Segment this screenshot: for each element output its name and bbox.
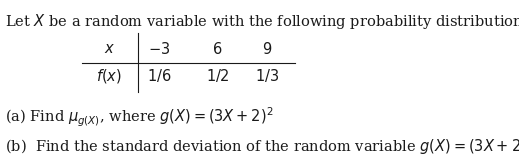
- Text: Let $X$ be a random variable with the following probability distribution:: Let $X$ be a random variable with the fo…: [5, 12, 519, 31]
- Text: $x$: $x$: [104, 42, 115, 56]
- Text: $1/6$: $1/6$: [147, 67, 172, 84]
- Text: $1/2$: $1/2$: [206, 67, 229, 84]
- Text: (a) Find $\mu_{g(X)}$, where $g(X) = (3X + 2)^2$: (a) Find $\mu_{g(X)}$, where $g(X) = (3X…: [5, 106, 274, 129]
- Text: $f(x)$: $f(x)$: [97, 67, 122, 85]
- Text: $1/3$: $1/3$: [255, 67, 280, 84]
- Text: (b)  Find the standard deviation of the random variable $g(X) = (3X + 2)^2$: (b) Find the standard deviation of the r…: [5, 135, 519, 157]
- Text: $-3$: $-3$: [148, 41, 171, 57]
- Text: $6$: $6$: [212, 41, 223, 57]
- Text: $9$: $9$: [263, 41, 273, 57]
